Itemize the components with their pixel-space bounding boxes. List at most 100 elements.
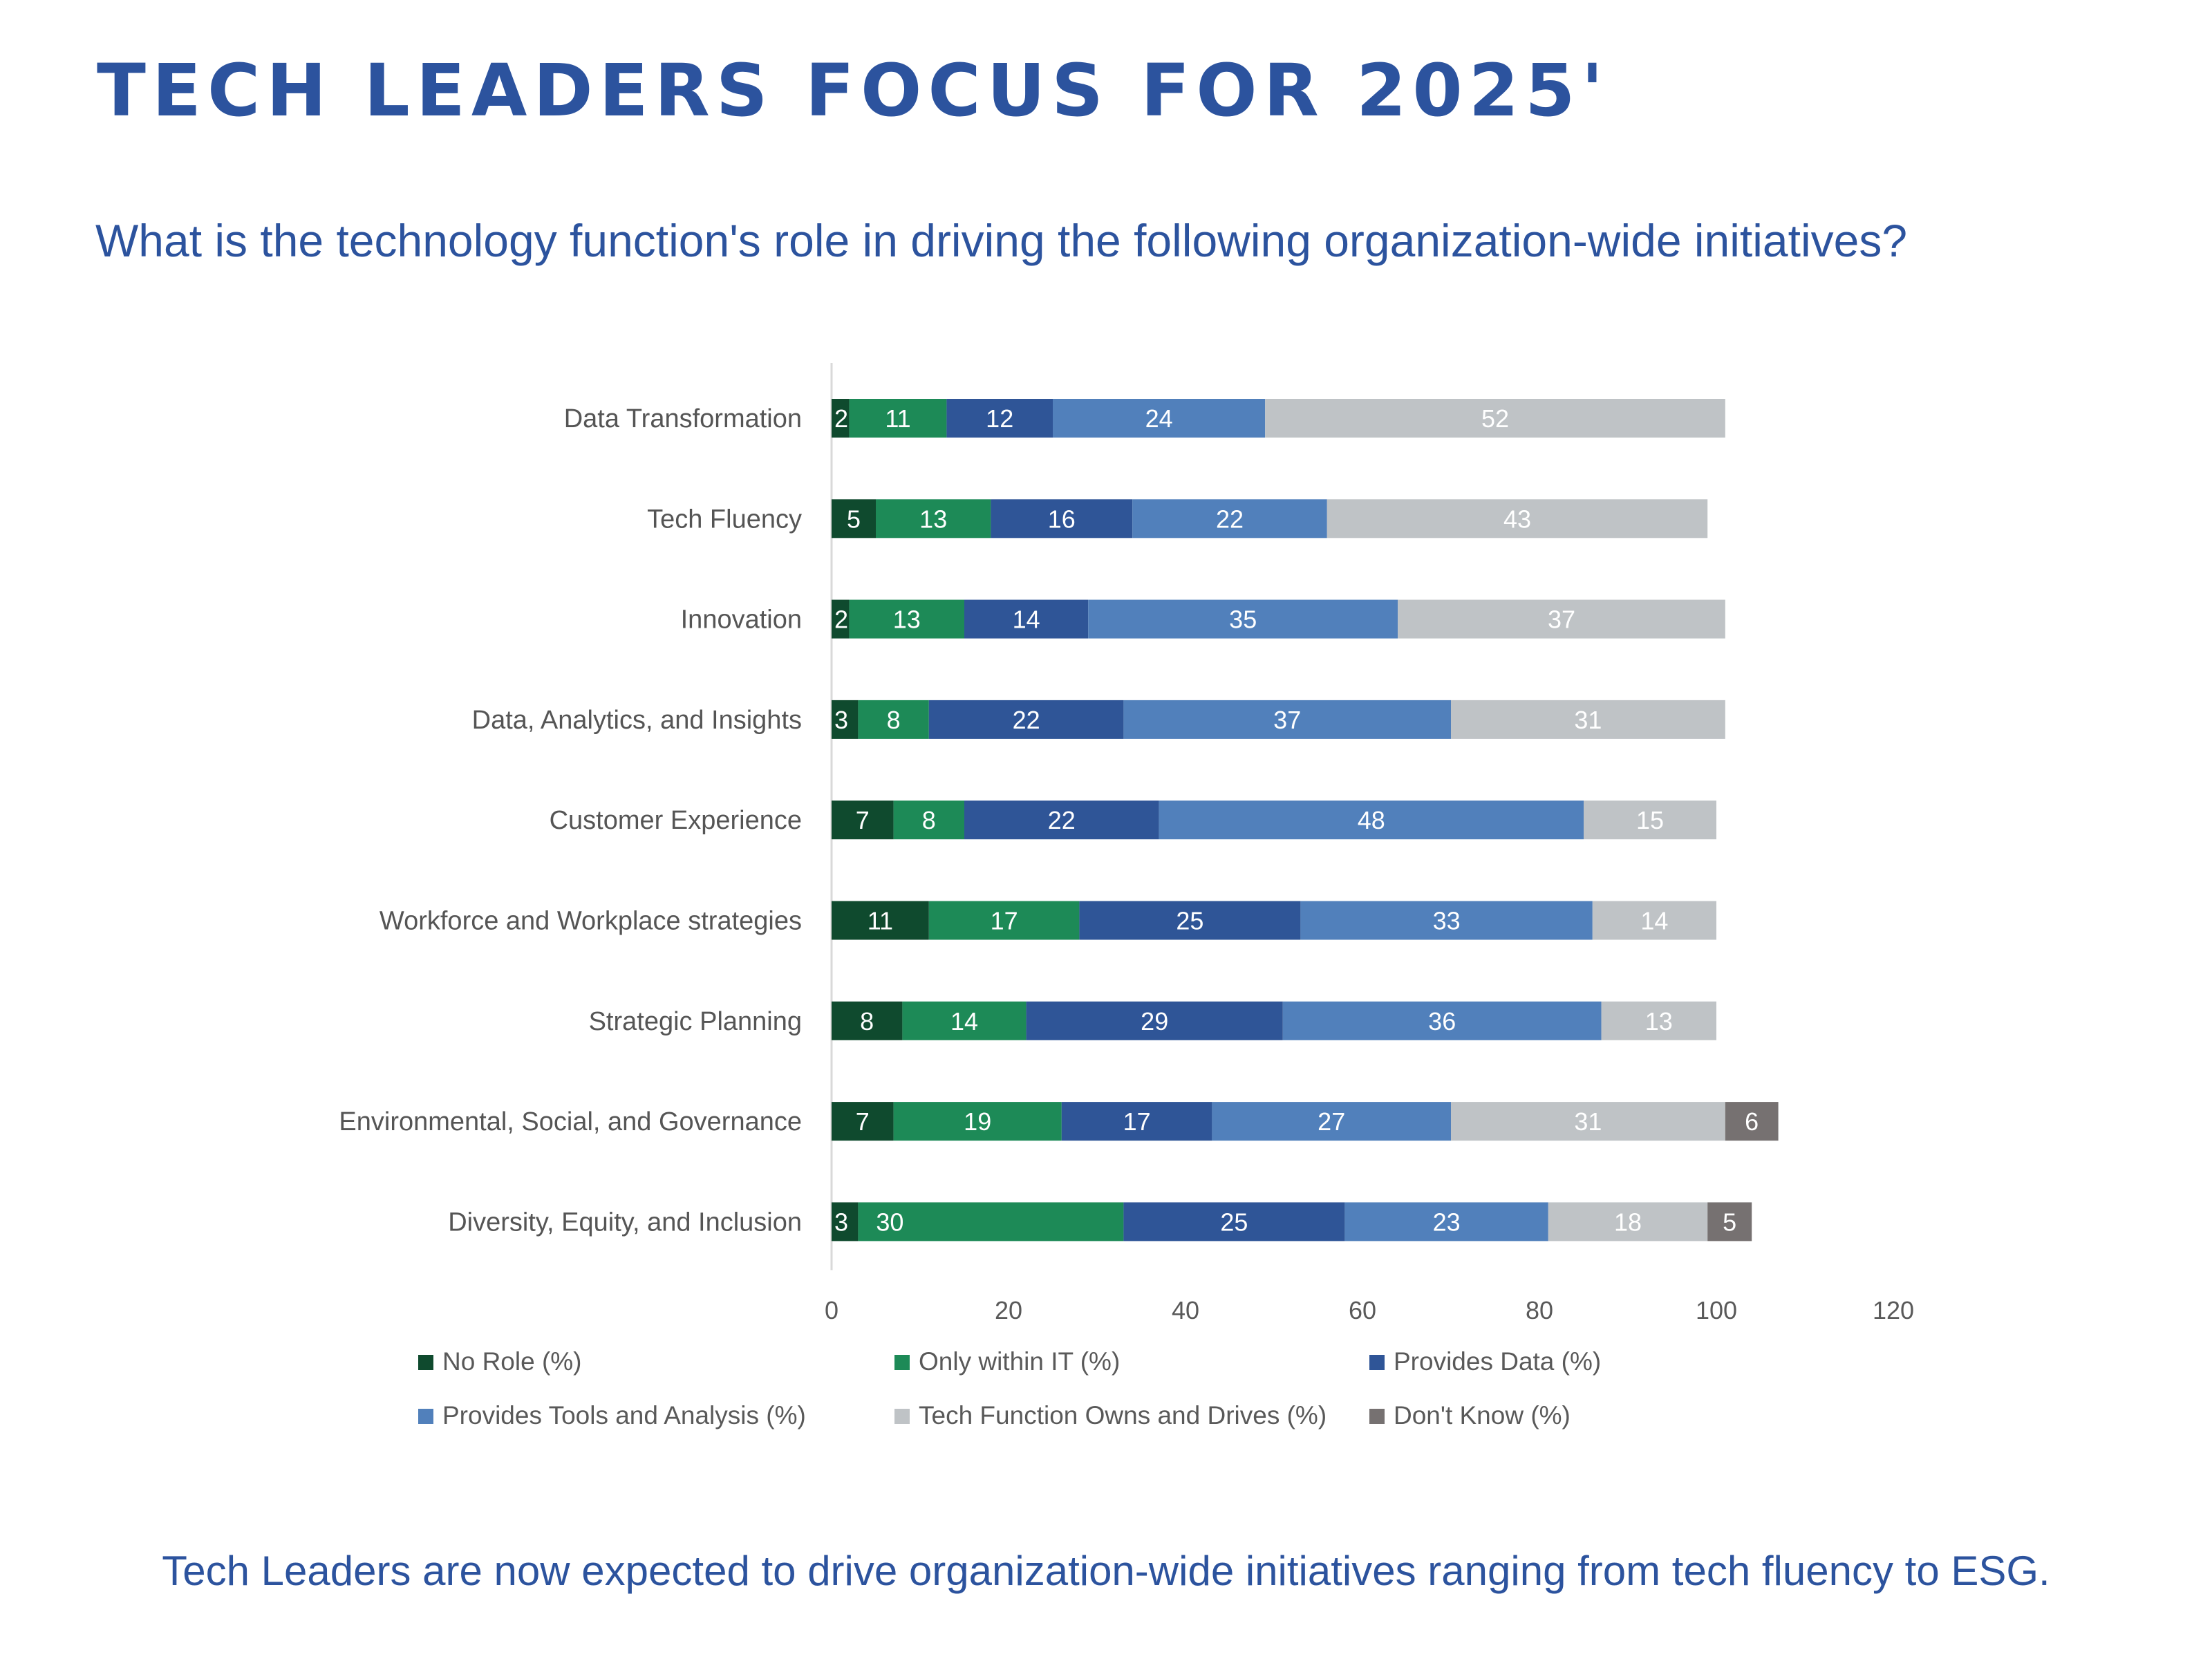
- bar-segment: [832, 800, 894, 840]
- x-tick-label: 80: [1526, 1296, 1553, 1324]
- bar-segment: [832, 1202, 859, 1241]
- bar-segment: [1451, 1102, 1725, 1141]
- bar-segment: [1212, 1102, 1451, 1141]
- data-label: 8: [922, 806, 936, 834]
- bar-segment: [1282, 1001, 1602, 1040]
- legend-swatch: [894, 1355, 910, 1370]
- data-label: 29: [1141, 1007, 1168, 1035]
- data-label: 22: [1216, 505, 1244, 533]
- bar-segment: [1123, 700, 1451, 739]
- data-label: 3: [834, 706, 848, 734]
- data-label: 11: [885, 404, 910, 433]
- data-label: 31: [1574, 706, 1602, 734]
- x-tick-label: 120: [1873, 1296, 1914, 1324]
- bar-segment: [832, 901, 929, 940]
- bar-segment: [858, 700, 929, 739]
- bar-segment: [964, 800, 1159, 840]
- data-label: 12: [986, 404, 1013, 433]
- bar-segment: [1601, 1001, 1716, 1040]
- bar-segment: [1159, 800, 1584, 840]
- data-label: 52: [1481, 404, 1509, 433]
- bar-segment: [946, 399, 1053, 438]
- footer-note: Tech Leaders are now expected to drive o…: [162, 1548, 2050, 1594]
- data-label: 15: [1636, 806, 1664, 834]
- data-label: 24: [1145, 404, 1173, 433]
- bar-segment: [1584, 800, 1716, 840]
- legend-label: Only within IT (%): [919, 1347, 1120, 1376]
- bar-segment: [1132, 499, 1327, 538]
- bar-segment: [1548, 1202, 1708, 1241]
- data-label: 8: [860, 1007, 874, 1035]
- bar-segment: [1327, 499, 1708, 538]
- data-label: 18: [1614, 1208, 1642, 1236]
- legend-swatch: [894, 1409, 910, 1424]
- data-label: 17: [1123, 1107, 1151, 1136]
- bar-segment: [858, 1202, 1124, 1241]
- data-label: 5: [847, 505, 861, 533]
- bar-segment: [832, 599, 850, 639]
- bar-segment: [893, 800, 964, 840]
- data-label: 6: [1745, 1107, 1759, 1136]
- data-label: 30: [876, 1208, 903, 1236]
- data-label: 2: [834, 606, 848, 634]
- legend-swatch: [418, 1409, 433, 1424]
- bar-segment: [1592, 901, 1716, 940]
- data-label: 19: [964, 1107, 991, 1136]
- data-label: 14: [1640, 907, 1668, 935]
- category-label: Customer Experience: [550, 806, 802, 835]
- page-title: TECH LEADERS FOCUS FOR 2025': [97, 48, 1610, 133]
- data-label: 13: [893, 606, 921, 634]
- legend-label: Don't Know (%): [1394, 1401, 1571, 1430]
- category-label: Environmental, Social, and Governance: [339, 1107, 802, 1136]
- bar-segment: [1344, 1202, 1548, 1241]
- data-label: 35: [1229, 606, 1257, 634]
- data-label: 16: [1048, 505, 1076, 533]
- bar-segment: [1053, 399, 1266, 438]
- data-label: 2: [834, 404, 848, 433]
- category-label: Data Transformation: [564, 404, 802, 433]
- legend-swatch: [418, 1355, 433, 1370]
- data-label: 37: [1548, 606, 1575, 634]
- x-tick-label: 60: [1349, 1296, 1376, 1324]
- data-label: 14: [950, 1007, 978, 1035]
- x-tick-label: 40: [1172, 1296, 1199, 1324]
- bar-segment: [832, 700, 859, 739]
- bar-segment: [832, 399, 850, 438]
- bar-segment: [876, 499, 991, 538]
- bar-segment: [1707, 1202, 1752, 1241]
- data-label: 7: [856, 806, 870, 834]
- bar-segment: [1123, 1202, 1345, 1241]
- category-label: Workforce and Workplace strategies: [379, 907, 802, 936]
- bar-segment: [832, 1001, 903, 1040]
- data-label: 48: [1358, 806, 1385, 834]
- category-label: Diversity, Equity, and Inclusion: [448, 1208, 802, 1237]
- x-tick-label: 20: [995, 1296, 1022, 1324]
- bar-segment: [1725, 1102, 1779, 1141]
- bar-segment: [849, 399, 947, 438]
- bar-segment: [1088, 599, 1398, 639]
- bar-segment: [832, 1102, 894, 1141]
- data-label: 36: [1428, 1007, 1456, 1035]
- data-label: 8: [887, 706, 901, 734]
- x-tick-label: 100: [1696, 1296, 1737, 1324]
- data-label: 33: [1433, 907, 1461, 935]
- data-label: 25: [1176, 907, 1203, 935]
- bar-segment: [1026, 1001, 1283, 1040]
- x-tick-label: 0: [825, 1296, 838, 1324]
- data-label: 5: [1723, 1208, 1736, 1236]
- category-label: Data, Analytics, and Insights: [472, 706, 802, 735]
- data-label: 13: [919, 505, 947, 533]
- category-label: Strategic Planning: [589, 1007, 802, 1036]
- bar-segment: [849, 599, 964, 639]
- legend-swatch: [1369, 1355, 1385, 1370]
- data-label: 14: [1013, 606, 1040, 634]
- bar-segment: [928, 700, 1124, 739]
- bar-segment: [928, 901, 1080, 940]
- bar-segment: [893, 1102, 1062, 1141]
- bar-segment: [1061, 1102, 1212, 1141]
- data-label: 37: [1273, 706, 1301, 734]
- data-label: 11: [868, 907, 893, 935]
- data-label: 25: [1220, 1208, 1248, 1236]
- bar-segment: [1300, 901, 1593, 940]
